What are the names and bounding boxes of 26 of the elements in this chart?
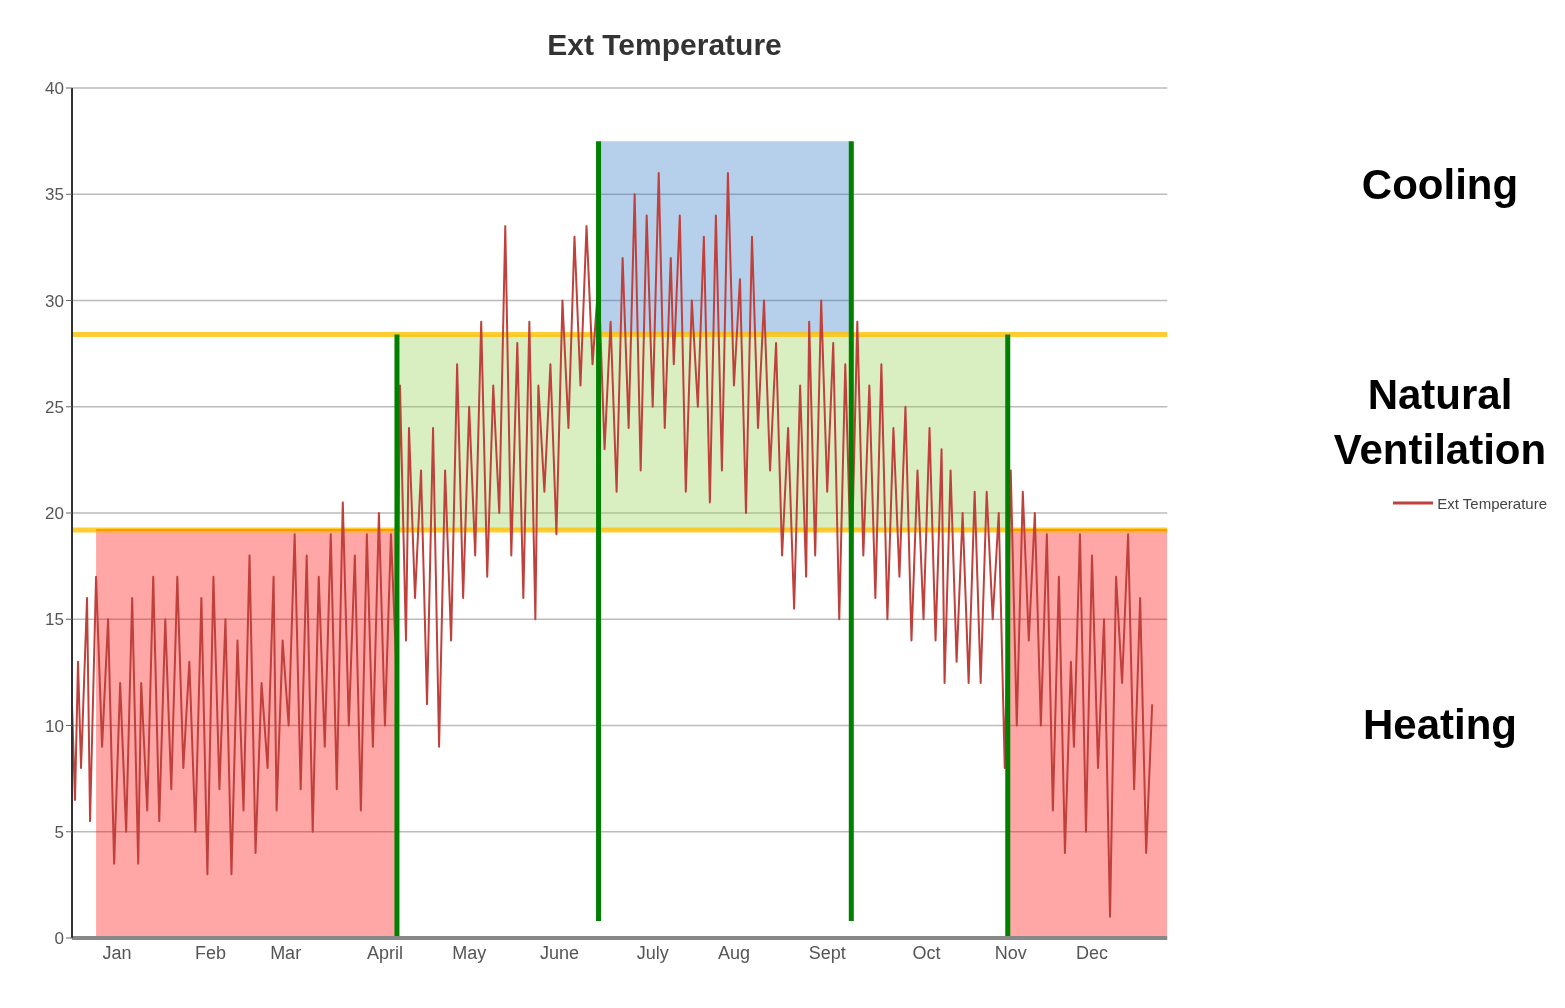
y-tick-label: 35 xyxy=(45,185,64,205)
text: Heating xyxy=(1362,700,1518,750)
y-tick-label: 25 xyxy=(45,397,64,417)
y-tick-label: 40 xyxy=(45,79,64,99)
x-tick-label: Dec xyxy=(1075,942,1109,963)
x-tick-label: July xyxy=(636,942,669,963)
x-tick-label: Mar xyxy=(270,942,302,963)
x-tick-label: June xyxy=(539,942,579,963)
y-tick-label: 10 xyxy=(45,716,64,736)
y-tick-label: 5 xyxy=(54,822,64,842)
x-tick-label: Jan xyxy=(102,942,132,963)
x-tick-label: Sept xyxy=(808,942,846,963)
x-tick-label: Oct xyxy=(912,942,941,963)
legend-label: Ext Temperature xyxy=(1437,494,1547,512)
x-tick-label: May xyxy=(452,942,487,963)
text: Cooling xyxy=(1360,160,1520,210)
y-tick-label: 15 xyxy=(45,610,64,630)
chart-title: Ext Temperature xyxy=(546,28,783,62)
text: Natural Ventilation xyxy=(1332,370,1548,475)
y-tick-label: 30 xyxy=(45,291,64,311)
x-tick-label: Nov xyxy=(994,942,1027,963)
x-tick-label: Feb xyxy=(194,942,226,963)
x-tick-label: Aug xyxy=(717,942,750,963)
x-tick-label: April xyxy=(366,942,403,963)
y-tick-label: 0 xyxy=(54,929,64,949)
y-tick-label: 20 xyxy=(45,504,64,524)
